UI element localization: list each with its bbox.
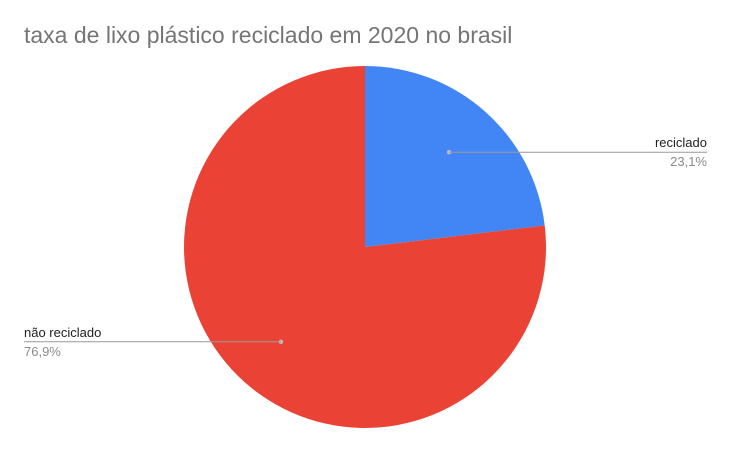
slice-value-reciclado: 23,1% — [670, 154, 707, 169]
pie-slice-reciclado[interactable] — [365, 66, 545, 247]
chart-title: taxa de lixo plástico reciclado em 2020 … — [24, 22, 513, 48]
slice-label-reciclado: reciclado — [655, 135, 707, 150]
pie-labels: reciclado 23,1% não reciclado 76,9% — [24, 135, 707, 359]
pie-slice-nao-reciclado[interactable] — [183, 66, 546, 428]
slice-label-nao-reciclado: não reciclado — [24, 325, 101, 340]
slice-value-nao-reciclado: 76,9% — [24, 344, 61, 359]
pie-slices — [183, 66, 546, 428]
